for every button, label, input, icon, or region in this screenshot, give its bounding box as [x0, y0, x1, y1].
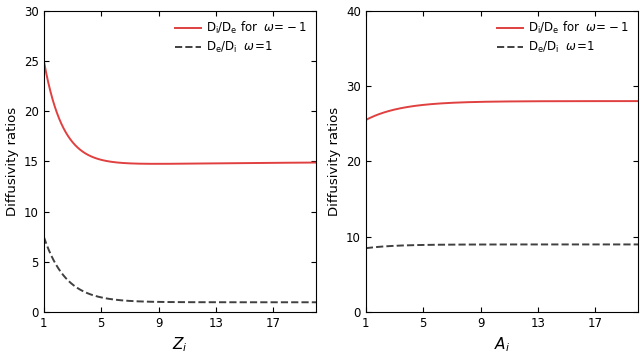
X-axis label: $Z_i$: $Z_i$ — [173, 336, 188, 355]
$\mathrm{D_e/D_i}$  $\omega\!=\!1$ — [68, 282, 75, 286]
$\mathrm{D_i/D_e}$ for  $\omega\!=\!-1$ — [40, 59, 48, 63]
Line: $\mathrm{D_i/D_e}$ for  $\omega\!=\!-1$: $\mathrm{D_i/D_e}$ for $\omega\!=\!-1$ — [44, 61, 316, 164]
$\mathrm{D_e/D_i}$  $\omega\!=\!1$ — [312, 300, 320, 305]
$\mathrm{D_e/D_i}$  $\omega\!=\!1$ — [580, 242, 587, 247]
$\mathrm{D_e/D_i}$  $\omega\!=\!1$ — [549, 242, 557, 247]
Line: $\mathrm{D_e/D_i}$  $\omega\!=\!1$: $\mathrm{D_e/D_i}$ $\omega\!=\!1$ — [44, 237, 316, 302]
$\mathrm{D_i/D_e}$ for  $\omega\!=\!-1$ — [362, 118, 370, 122]
$\mathrm{D_e/D_i}$  $\omega\!=\!1$ — [227, 300, 235, 305]
$\mathrm{D_e/D_i}$  $\omega\!=\!1$ — [150, 300, 158, 304]
$\mathrm{D_e/D_i}$  $\omega\!=\!1$ — [362, 246, 370, 250]
Y-axis label: Diffusivity ratios: Diffusivity ratios — [328, 107, 341, 216]
$\mathrm{D_e/D_i}$  $\omega\!=\!1$ — [252, 300, 260, 305]
$\mathrm{D_i/D_e}$ for  $\omega\!=\!-1$ — [312, 161, 320, 165]
$\mathrm{D_i/D_e}$ for  $\omega\!=\!-1$ — [574, 99, 582, 103]
$\mathrm{D_i/D_e}$ for  $\omega\!=\!-1$ — [68, 139, 75, 143]
Line: $\mathrm{D_e/D_i}$  $\omega\!=\!1$: $\mathrm{D_e/D_i}$ $\omega\!=\!1$ — [366, 244, 638, 248]
Legend: $\mathrm{D_i/D_e}$ for  $\omega\!=\!-1$, $\mathrm{D_e/D_i}$  $\omega\!=\!1$: $\mathrm{D_i/D_e}$ for $\omega\!=\!-1$, … — [494, 17, 632, 58]
$\mathrm{D_i/D_e}$ for  $\omega\!=\!-1$ — [153, 162, 161, 166]
$\mathrm{D_i/D_e}$ for  $\omega\!=\!-1$ — [580, 99, 587, 103]
$\mathrm{D_e/D_i}$  $\omega\!=\!1$ — [40, 235, 48, 239]
$\mathrm{D_e/D_i}$  $\omega\!=\!1$ — [634, 242, 642, 247]
$\mathrm{D_e/D_i}$  $\omega\!=\!1$ — [258, 300, 265, 305]
$\mathrm{D_i/D_e}$ for  $\omega\!=\!-1$ — [634, 99, 642, 103]
$\mathrm{D_i/D_e}$ for  $\omega\!=\!-1$ — [482, 100, 490, 104]
$\mathrm{D_e/D_i}$  $\omega\!=\!1$ — [160, 300, 168, 304]
$\mathrm{D_i/D_e}$ for  $\omega\!=\!-1$ — [227, 161, 235, 165]
X-axis label: $A_i$: $A_i$ — [494, 336, 510, 355]
Line: $\mathrm{D_i/D_e}$ for  $\omega\!=\!-1$: $\mathrm{D_i/D_e}$ for $\omega\!=\!-1$ — [366, 101, 638, 120]
$\mathrm{D_i/D_e}$ for  $\omega\!=\!-1$ — [258, 161, 265, 165]
$\mathrm{D_e/D_i}$  $\omega\!=\!1$ — [482, 242, 490, 247]
$\mathrm{D_e/D_i}$  $\omega\!=\!1$ — [472, 242, 480, 247]
$\mathrm{D_e/D_i}$  $\omega\!=\!1$ — [390, 244, 397, 248]
$\mathrm{D_i/D_e}$ for  $\omega\!=\!-1$ — [549, 99, 557, 103]
$\mathrm{D_i/D_e}$ for  $\omega\!=\!-1$ — [150, 162, 158, 166]
$\mathrm{D_e/D_i}$  $\omega\!=\!1$ — [574, 242, 582, 247]
$\mathrm{D_i/D_e}$ for  $\omega\!=\!-1$ — [160, 162, 168, 166]
Legend: $\mathrm{D_i/D_e}$ for  $\omega\!=\!-1$, $\mathrm{D_e/D_i}$  $\omega\!=\!1$: $\mathrm{D_i/D_e}$ for $\omega\!=\!-1$, … — [172, 17, 310, 58]
Y-axis label: Diffusivity ratios: Diffusivity ratios — [6, 107, 19, 216]
$\mathrm{D_i/D_e}$ for  $\omega\!=\!-1$ — [472, 100, 480, 104]
$\mathrm{D_i/D_e}$ for  $\omega\!=\!-1$ — [390, 108, 397, 112]
$\mathrm{D_i/D_e}$ for  $\omega\!=\!-1$ — [253, 161, 261, 165]
